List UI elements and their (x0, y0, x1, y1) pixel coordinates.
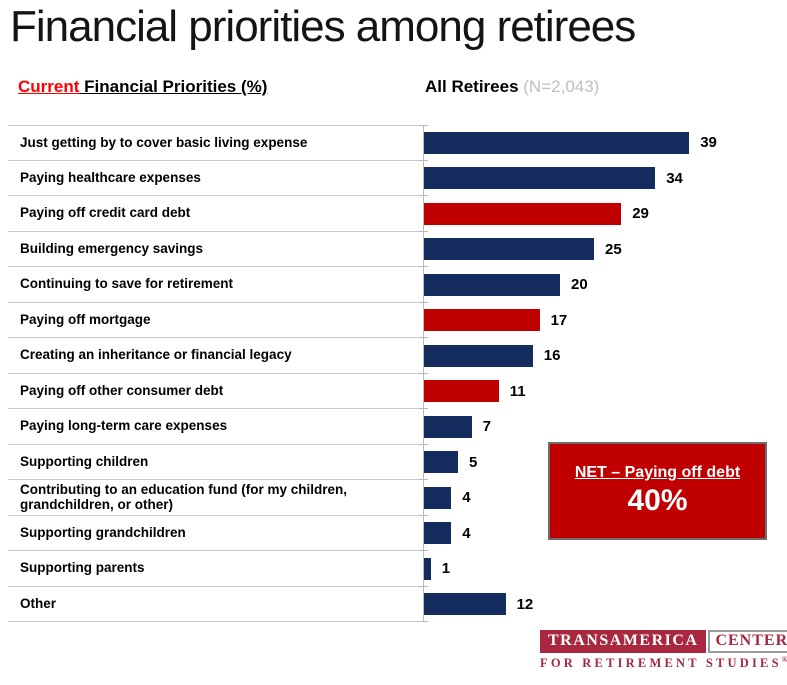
category-label: Paying off credit card debt (8, 196, 423, 232)
bar (424, 486, 452, 509)
bar-cell: 16 (419, 338, 779, 374)
value-label: 5 (469, 453, 478, 471)
value-label: 4 (462, 524, 471, 542)
transamerica-logo: TRANSAMERICA CENTER FOR RETIREMENT STUDI… (540, 630, 787, 671)
value-label: 12 (516, 595, 534, 613)
bar-cell: 20 (419, 267, 779, 303)
chart-row: Paying off credit card debt 29 (8, 196, 779, 232)
category-label: Supporting grandchildren (8, 516, 423, 551)
logo-tagline-text: FOR RETIREMENT STUDIES (540, 656, 782, 671)
bar-cell: 5 (419, 444, 779, 480)
bar (424, 273, 560, 296)
bar-cell: 39 (419, 125, 779, 161)
bar-cell: 34 (419, 160, 779, 196)
category-label: Building emergency savings (8, 232, 423, 267)
bar-cell: 11 (419, 373, 779, 409)
bar-cell: 12 (419, 586, 779, 622)
chart-row: Paying off mortgage 17 (8, 302, 779, 338)
category-label: Contributing to an education fund (for m… (8, 480, 423, 516)
value-label: 1 (441, 560, 451, 578)
logo-brand-text: TRANSAMERICA (540, 630, 707, 653)
net-callout: NET – Paying off debt 40% (548, 442, 767, 540)
chart-row: Creating an inheritance or financial leg… (8, 338, 779, 374)
category-label: Paying long-term care expenses (8, 409, 423, 445)
bar (424, 380, 499, 403)
chart-row: Just getting by to cover basic living ex… (8, 125, 779, 161)
value-label: 17 (550, 311, 568, 329)
bar (424, 202, 622, 225)
chart-row: Contributing to an education fund (for m… (8, 480, 779, 516)
category-label: Supporting children (8, 445, 423, 480)
sample-size: (N=2,043) (518, 77, 600, 96)
chart-row: Continuing to save for retirement 20 (8, 267, 779, 303)
bar-cell: 4 (419, 480, 779, 516)
bar (424, 309, 540, 332)
bar-cell: 1 (419, 551, 779, 587)
category-label: Other (8, 587, 423, 622)
logo-center-text: CENTER (708, 630, 787, 653)
chart-subtitle-highlight: Current (18, 77, 80, 96)
bar-cell: 4 (419, 515, 779, 551)
category-label: Creating an inheritance or financial leg… (8, 338, 423, 374)
category-label: Supporting parents (8, 551, 423, 587)
value-label: 11 (509, 382, 526, 400)
net-callout-label: NET – Paying off debt (574, 464, 741, 481)
bar-cell: 7 (419, 409, 779, 445)
chart-row: Paying long-term care expenses 7 (8, 409, 779, 445)
bar (424, 451, 458, 474)
bar (424, 522, 452, 545)
bar-cell: 29 (419, 196, 779, 232)
chart-row: Supporting parents 1 (8, 551, 779, 587)
bar (424, 415, 472, 438)
category-label: Continuing to save for retirement (8, 267, 423, 303)
value-label: 7 (482, 418, 491, 436)
bar-chart: Just getting by to cover basic living ex… (8, 125, 779, 622)
bar (424, 238, 594, 261)
bar-cell: 25 (419, 231, 779, 267)
page-title: Financial priorities among retirees (10, 2, 636, 51)
bar (424, 557, 431, 580)
category-label: Paying off mortgage (8, 303, 423, 338)
value-label: 25 (605, 240, 622, 258)
category-label: Just getting by to cover basic living ex… (8, 125, 423, 161)
value-label: 39 (700, 134, 717, 152)
chart-subtitle-rest: Financial Priorities (%) (79, 77, 268, 96)
category-label: Paying healthcare expenses (8, 161, 423, 196)
bar-cell: 17 (419, 302, 779, 338)
chart-subtitle: Current Financial Priorities (%) (18, 77, 267, 97)
value-label: 34 (666, 169, 683, 187)
logo-wordmark: TRANSAMERICA CENTER (540, 630, 787, 653)
logo-tagline: FOR RETIREMENT STUDIES® (540, 655, 787, 671)
bar (424, 344, 533, 367)
chart-row: Paying off other consumer debt 11 (8, 373, 779, 409)
sample-header: All Retirees (N=2,043) (425, 77, 599, 97)
chart-row: Paying healthcare expenses 34 (8, 160, 779, 196)
sample-header-label: All Retirees (425, 77, 519, 96)
chart-row: Supporting children 5 (8, 444, 779, 480)
value-label: 16 (543, 347, 561, 365)
bar (424, 131, 690, 154)
chart-row: Other 12 (8, 586, 779, 622)
chart-row: Supporting grandchildren 4 (8, 515, 779, 551)
bar (424, 167, 656, 190)
bar (424, 593, 506, 616)
value-label: 20 (571, 276, 588, 294)
value-label: 4 (462, 489, 471, 507)
net-callout-value: 40% (627, 484, 688, 517)
chart-row: Building emergency savings 25 (8, 231, 779, 267)
registered-mark: ® (781, 655, 787, 664)
value-label: 29 (632, 205, 649, 223)
category-label: Paying off other consumer debt (8, 374, 423, 409)
